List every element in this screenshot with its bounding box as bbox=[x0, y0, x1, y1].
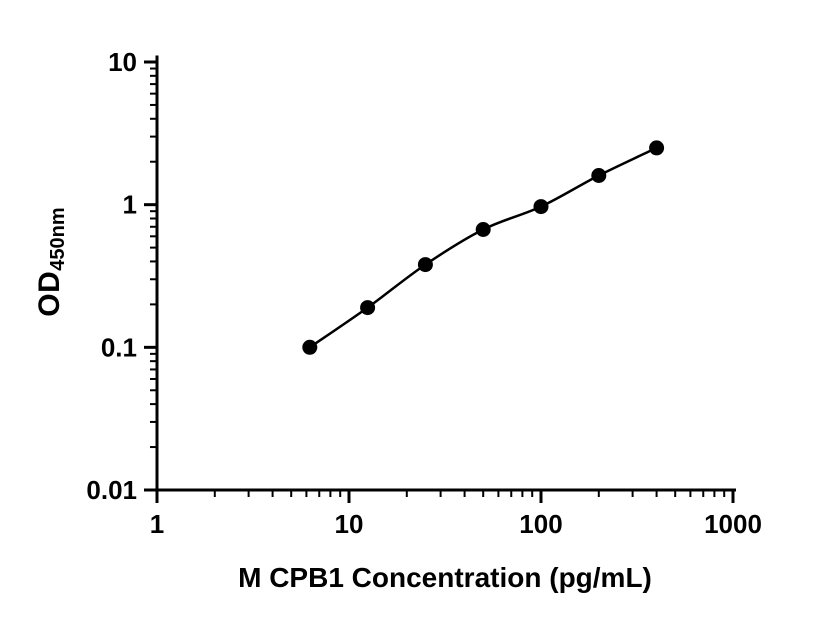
data-point bbox=[475, 222, 491, 237]
data-point bbox=[417, 257, 433, 273]
data-point bbox=[302, 339, 318, 355]
x-tick-label: 1 bbox=[150, 509, 164, 539]
y-axis-label-main: OD bbox=[33, 270, 66, 317]
x-axis-label: M CPB1 Concentration (pg/mL) bbox=[238, 562, 652, 593]
x-tick-label: 1000 bbox=[704, 509, 762, 539]
y-tick-label: 10 bbox=[108, 47, 137, 77]
y-axis-label-text: OD450nm bbox=[33, 207, 69, 317]
y-tick-label: 0.1 bbox=[101, 332, 137, 362]
axes-spines bbox=[155, 55, 736, 492]
data-point bbox=[591, 168, 607, 183]
y-tick-label: 0.01 bbox=[86, 475, 137, 505]
x-tick-label: 10 bbox=[335, 509, 364, 539]
y-axis-label-subscript: 450nm bbox=[47, 207, 69, 271]
x-tick-label: 100 bbox=[519, 509, 562, 539]
y-tick-label: 1 bbox=[123, 190, 137, 220]
data-point bbox=[649, 140, 665, 156]
data-point bbox=[533, 199, 549, 215]
data-point bbox=[360, 300, 376, 316]
